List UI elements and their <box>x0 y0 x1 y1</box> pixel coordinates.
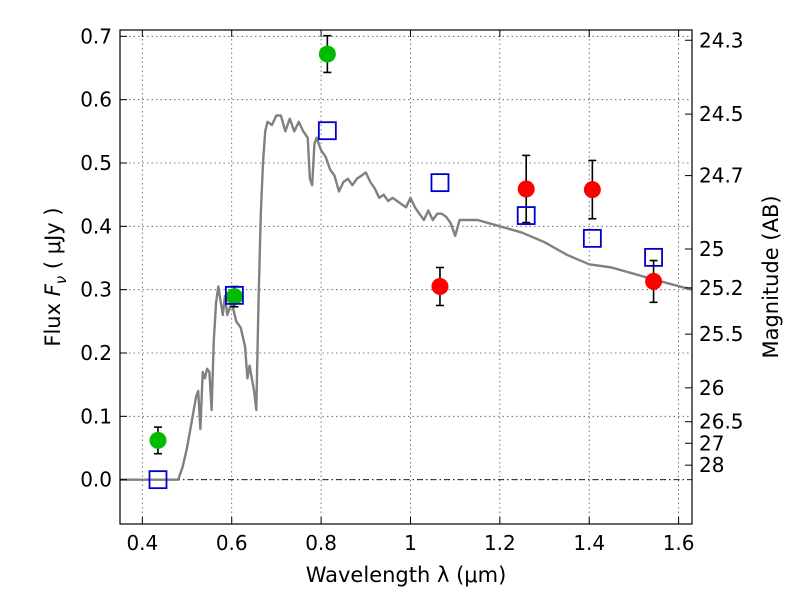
red-observed-point <box>431 278 449 295</box>
y-tick-label: 0.0 <box>80 468 112 492</box>
axis-ticks: 0.4 0.6 0.8 1 1.2 1.4 1.6 0.0 0.1 0.2 0.3 0.4 0.5 0.6… <box>80 24 743 555</box>
model-photometry-point <box>224 285 244 305</box>
y-axis-label-prefix: Flux <box>41 296 65 346</box>
y2-tick-label: 25.2 <box>699 276 744 300</box>
green-observed-point <box>225 288 243 306</box>
y-tick-label: 0.6 <box>80 88 112 112</box>
y-tick-label: 0.4 <box>80 214 112 238</box>
y2-tick-label: 24.5 <box>699 102 744 126</box>
x-tick-label: 1 <box>404 531 417 555</box>
y2-tick-label: 26.5 <box>699 410 744 434</box>
y2-tick-label: 27 <box>699 431 724 455</box>
x-tick-label: 1.4 <box>573 531 605 555</box>
y-tick-label: 0.7 <box>80 24 112 48</box>
model-photometry-point <box>644 247 663 267</box>
y-tick-label: 0.5 <box>80 151 112 175</box>
y2-tick-label: 25 <box>699 237 724 261</box>
green-observed-point <box>149 431 167 449</box>
x-tick-label: 0.6 <box>216 531 248 555</box>
y-tick-label: 0.1 <box>80 404 112 428</box>
y-axis-label-symbol: F <box>41 283 65 296</box>
model-spectrum-line <box>120 114 693 481</box>
y2-tick-label: 26 <box>699 376 724 400</box>
model-photometry-point <box>582 228 602 248</box>
x-axis-label: Wavelength λ (μm) <box>306 563 507 587</box>
x-tick-label: 0.8 <box>305 531 337 555</box>
y-axis-label: Flux Fν ( μJy ) <box>41 207 70 346</box>
plot-frame <box>119 29 693 525</box>
y-axis-label-subscript: ν <box>52 276 70 284</box>
y2-tick-label: 28 <box>699 453 724 477</box>
red-observed-point <box>517 180 535 198</box>
y-tick-label: 0.2 <box>80 341 112 365</box>
y2-tick-label: 24.7 <box>699 164 744 188</box>
model-photometry-point <box>516 206 536 225</box>
model-photometry-point <box>430 173 450 193</box>
model-photometry-point <box>317 121 337 141</box>
x-tick-label: 1.6 <box>663 531 695 555</box>
y2-axis-label: Magnitude (AB) <box>759 195 783 358</box>
x-tick-label: 1.2 <box>484 531 516 555</box>
green-observed-point <box>318 45 336 63</box>
red-observed-point <box>583 181 601 199</box>
model-photometry-point <box>148 470 168 490</box>
y-tick-label: 0.3 <box>80 278 112 302</box>
red-observed-point <box>645 272 663 290</box>
x-tick-label: 0.4 <box>126 531 158 555</box>
y-axis-label-unit: ( μJy ) <box>41 207 65 275</box>
y2-tick-label: 25.5 <box>699 322 744 346</box>
plot-area <box>120 34 693 490</box>
y2-tick-label: 24.3 <box>699 28 744 52</box>
